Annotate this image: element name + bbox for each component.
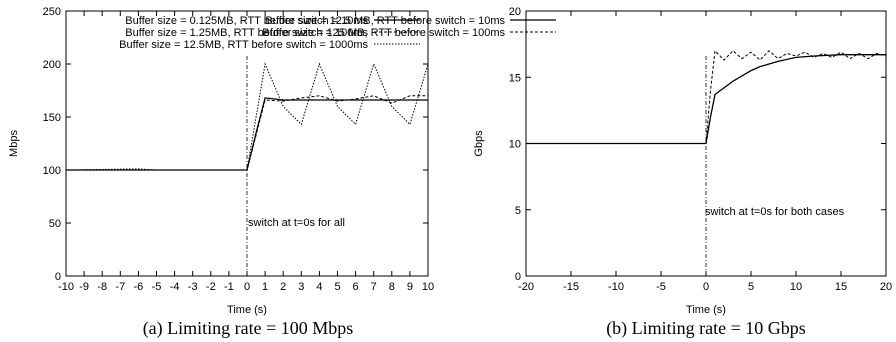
y-tick-label: 100 [43, 165, 61, 177]
legend-label-1: Buffer size = 0.125MB, RTT before switch… [125, 15, 368, 27]
x-tick-label: -4 [170, 281, 180, 293]
x-tick-label: -10 [608, 281, 624, 293]
series-line-1 [526, 54, 886, 145]
x-tick-label: -8 [97, 281, 107, 293]
x-tick-label: -6 [134, 281, 144, 293]
series-line-2 [66, 95, 428, 171]
x-tick-label: -7 [115, 281, 125, 293]
x-tick-label: 2 [280, 281, 286, 293]
legend-label-3: Buffer size = 12.5MB, RTT before switch … [119, 39, 368, 51]
y-axis-label: Gbps [473, 130, 485, 157]
x-tick-label: -15 [563, 281, 579, 293]
y-axis-label: Mbps [8, 130, 20, 157]
y-tick-label: 0 [515, 271, 521, 283]
figure-caption: (b) Limiting rate = 10 Gbps [606, 318, 806, 339]
x-tick-label: 6 [353, 281, 359, 293]
x-tick-label: 7 [371, 281, 377, 293]
y-tick-label: 250 [43, 6, 61, 18]
x-tick-label: 15 [835, 281, 847, 293]
y-tick-label: 0 [55, 271, 61, 283]
x-tick-label: 0 [703, 281, 709, 293]
x-tick-label: 20 [880, 281, 892, 293]
x-tick-label: -1 [224, 281, 234, 293]
y-tick-label: 150 [43, 112, 61, 124]
x-tick-label: 10 [422, 281, 434, 293]
series-line-3 [65, 62, 429, 171]
x-axis-label: Time (s) [227, 304, 267, 316]
y-tick-label: 10 [509, 139, 521, 151]
x-tick-label: 9 [407, 281, 413, 293]
series-line-2 [526, 49, 887, 144]
y-tick-label: 5 [515, 205, 521, 217]
x-tick-label: 5 [334, 281, 340, 293]
x-axis-label: Time (s) [686, 304, 726, 316]
x-tick-label: -10 [58, 281, 74, 293]
x-tick-label: 8 [389, 281, 395, 293]
x-tick-label: 4 [316, 281, 322, 293]
y-tick-label: 15 [509, 72, 521, 84]
series-line-1 [66, 97, 428, 171]
legend-label-2: Buffer size = 125 MB, RTT before switch … [262, 27, 505, 39]
x-tick-label: 10 [790, 281, 802, 293]
x-tick-label: 1 [262, 281, 268, 293]
legend-label-1: Buffer size = 12.5 MB, RTT before switch… [265, 15, 505, 27]
x-tick-label: 5 [748, 281, 754, 293]
x-tick-label: -5 [152, 281, 162, 293]
y-tick-label: 50 [49, 218, 61, 230]
switch-annotation: switch at t=0s for all [248, 217, 345, 229]
x-tick-label: -5 [656, 281, 666, 293]
legend-label-2: Buffer size = 1.25MB, RTT before switch … [125, 27, 368, 39]
x-tick-label: -9 [79, 281, 89, 293]
y-tick-label: 200 [43, 59, 61, 71]
chart-mbps: -10 -9 -8 -7 -6 -5 -4 -3 -2 -1 0 1 2 3 4 5 6 7 8 9 100501001… [8, 6, 434, 339]
y-tick-label: 20 [509, 6, 521, 18]
x-tick-label: 0 [244, 281, 250, 293]
x-tick-label: -2 [206, 281, 216, 293]
x-tick-label: -3 [188, 281, 198, 293]
x-tick-label: 3 [298, 281, 304, 293]
figure-caption: (a) Limiting rate = 100 Mbps [143, 318, 354, 339]
x-tick-label: -20 [518, 281, 534, 293]
switch-annotation: switch at t=0s for both cases [705, 206, 845, 218]
